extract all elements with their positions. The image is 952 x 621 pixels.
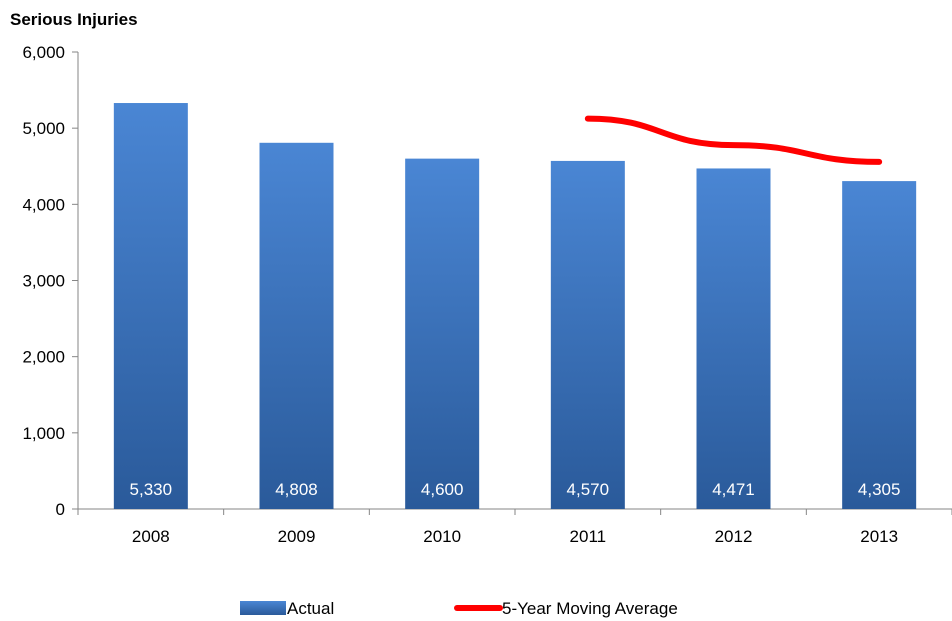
bar	[696, 168, 771, 509]
y-tick-label: 1,000	[22, 424, 65, 443]
y-tick-label: 3,000	[22, 272, 65, 291]
legend-swatch-actual	[240, 601, 286, 615]
bar	[405, 158, 480, 509]
bar	[842, 181, 917, 510]
moving-average-series	[584, 115, 883, 165]
bar-data-label: 4,471	[712, 480, 755, 499]
chart-title: Serious Injuries	[10, 10, 138, 29]
y-tick-label: 5,000	[22, 119, 65, 138]
x-tick-label: 2013	[860, 527, 898, 546]
x-tick-label: 2009	[278, 527, 316, 546]
moving-average-line	[584, 115, 883, 165]
legend: Actual 5-Year Moving Average	[240, 599, 678, 618]
x-tick-label: 2012	[715, 527, 753, 546]
bar	[259, 142, 334, 510]
axes: 0 1,000 2,000 3,000 4,000 5,000 6,000 2008 2009 2…	[22, 43, 952, 546]
x-tick-label: 2008	[132, 527, 170, 546]
x-tick-label: 2011	[570, 527, 607, 546]
bar-data-label: 5,330	[130, 480, 173, 499]
bar-data-label: 4,570	[567, 480, 610, 499]
bar-labels: 5,330 4,808 4,600 4,570 4,471 4,305	[130, 480, 901, 499]
y-tick-label: 4,000	[22, 195, 65, 214]
bar-data-label: 4,600	[421, 480, 464, 499]
legend-label-actual: Actual	[287, 599, 334, 618]
legend-label-moving-average: 5-Year Moving Average	[502, 599, 678, 618]
bar-data-label: 4,305	[858, 480, 901, 499]
bar-data-label: 4,808	[275, 480, 318, 499]
bar	[550, 160, 625, 509]
y-tick-label: 2,000	[22, 348, 65, 367]
bar	[113, 103, 188, 509]
bars	[113, 103, 917, 510]
y-tick-label: 0	[56, 500, 65, 519]
y-tick-label: 6,000	[22, 43, 65, 62]
x-tick-label: 2010	[423, 527, 461, 546]
